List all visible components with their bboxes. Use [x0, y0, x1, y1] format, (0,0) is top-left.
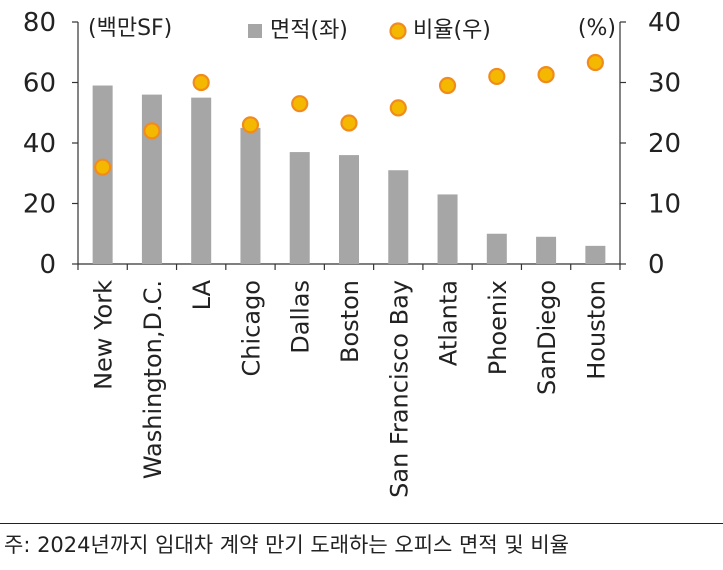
right-tick-label: 10	[648, 190, 681, 220]
bar-3	[191, 97, 212, 264]
bar-4	[240, 127, 261, 264]
category-label: LA	[188, 279, 216, 310]
bar-series	[92, 85, 606, 265]
bar-6	[339, 155, 359, 264]
left-axis-unit: (백만SF)	[88, 16, 172, 41]
right-axis-unit: (%)	[578, 16, 616, 41]
dot-2	[143, 122, 161, 140]
dot-1	[94, 158, 112, 176]
left-tick-label: 20	[23, 190, 56, 220]
right-tick-label: 30	[648, 69, 681, 99]
dot-10	[537, 66, 555, 84]
footnote: 주: 2024년까지 임대차 계약 만기 도래하는 오피스 면적 및 비율	[4, 533, 569, 557]
category-label: Dallas	[287, 280, 315, 354]
category-label: Atlanta	[435, 280, 463, 366]
legend-bar-swatch	[248, 24, 262, 38]
bar-7	[388, 170, 409, 264]
category-label: Washington,D.C.	[139, 280, 167, 479]
dot-8	[438, 76, 457, 95]
dot-5	[291, 95, 309, 113]
category-label: New York	[90, 280, 118, 390]
right-tick-label: 20	[648, 129, 681, 159]
bar-2	[141, 94, 162, 264]
bar-5	[289, 152, 310, 264]
chart: 0 20 40 60 80 0 10 20 30 40 (백만SF) (%) New York Washi…	[23, 8, 681, 498]
axis-labels: 0 20 40 60 80 0 10 20 30 40 (백만SF) (%) New York Washi…	[23, 8, 681, 498]
dot-6	[340, 114, 358, 132]
dot-9	[488, 67, 506, 86]
scatter-series	[94, 53, 604, 176]
legend-dot-label: 비율(우)	[413, 18, 491, 43]
category-label: San Francisco Bay	[385, 280, 413, 498]
dot-7	[389, 99, 407, 117]
right-tick-label: 0	[648, 250, 665, 280]
footnote-divider	[0, 523, 723, 524]
bar-11	[585, 245, 606, 264]
category-label: SanDiego	[533, 280, 561, 395]
dot-11	[586, 53, 604, 72]
category-label: Houston	[582, 280, 610, 380]
legend-bar-label: 면적(좌)	[270, 18, 348, 43]
bar-10	[536, 236, 557, 264]
category-label: Chicago	[237, 280, 265, 376]
bar-9	[486, 233, 507, 264]
category-label: Boston	[336, 280, 364, 363]
left-tick-label: 60	[23, 69, 56, 99]
left-tick-label: 80	[23, 8, 56, 38]
dot-3	[192, 73, 210, 92]
legend: 면적(좌) 비율(우)	[248, 18, 491, 43]
category-label: Phoenix	[484, 280, 512, 375]
left-tick-label: 0	[39, 250, 56, 280]
legend-dot-swatch	[389, 22, 407, 40]
bar-8	[437, 194, 458, 264]
right-tick-label: 40	[648, 8, 681, 38]
left-tick-label: 40	[23, 129, 56, 159]
dot-4	[241, 116, 260, 134]
